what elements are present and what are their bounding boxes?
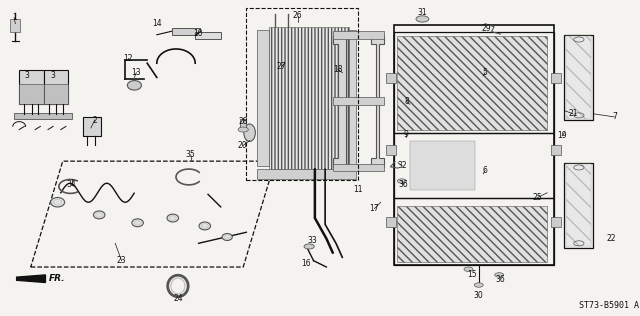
Polygon shape — [371, 35, 384, 167]
Circle shape — [416, 16, 429, 22]
Circle shape — [474, 283, 483, 287]
Text: 3: 3 — [24, 71, 29, 80]
Bar — [386, 73, 396, 83]
Bar — [257, 169, 356, 179]
Bar — [397, 206, 547, 262]
Text: 35: 35 — [186, 150, 196, 159]
Bar — [333, 164, 384, 171]
Bar — [195, 32, 221, 39]
Bar — [44, 70, 68, 104]
Bar — [551, 73, 561, 83]
Circle shape — [495, 273, 504, 277]
Text: 18: 18 — [333, 65, 342, 74]
Ellipse shape — [199, 222, 211, 230]
Text: 11: 11 — [354, 185, 363, 194]
Ellipse shape — [167, 214, 179, 222]
Bar — [566, 36, 591, 118]
Bar — [19, 70, 44, 104]
Bar — [19, 84, 44, 104]
Circle shape — [304, 244, 314, 249]
Ellipse shape — [127, 81, 141, 90]
Bar — [386, 217, 396, 227]
Text: 26: 26 — [292, 11, 303, 20]
Circle shape — [238, 127, 248, 132]
Ellipse shape — [132, 219, 143, 227]
Ellipse shape — [222, 234, 232, 240]
Text: 33: 33 — [307, 236, 317, 245]
Text: 12: 12 — [124, 54, 132, 63]
Text: 25: 25 — [532, 193, 543, 202]
Text: 32: 32 — [397, 161, 407, 170]
Text: 23: 23 — [116, 256, 127, 265]
Text: 36: 36 — [495, 275, 506, 284]
Circle shape — [397, 179, 406, 183]
Polygon shape — [333, 35, 346, 167]
Bar — [551, 145, 561, 155]
Text: 31: 31 — [417, 8, 428, 17]
Bar — [333, 97, 384, 105]
Polygon shape — [17, 275, 45, 283]
Bar — [394, 133, 554, 198]
Bar — [564, 163, 593, 248]
Bar — [397, 36, 547, 130]
Bar — [269, 27, 349, 169]
Text: 22: 22 — [607, 234, 616, 243]
Text: 7: 7 — [612, 112, 617, 121]
Text: ST73-B5901 A: ST73-B5901 A — [579, 301, 639, 310]
Text: 24: 24 — [173, 294, 183, 303]
Text: 15: 15 — [467, 270, 477, 279]
Text: 21: 21 — [568, 109, 577, 118]
Circle shape — [464, 267, 473, 271]
Bar — [83, 117, 101, 136]
Text: 10: 10 — [193, 29, 204, 38]
Text: 19: 19 — [557, 131, 567, 140]
Text: 1: 1 — [12, 13, 17, 22]
Text: 34: 34 — [67, 180, 77, 189]
Text: 29: 29 — [481, 24, 492, 33]
Text: FR.: FR. — [49, 274, 65, 283]
Text: 16: 16 — [301, 259, 311, 268]
Bar — [349, 30, 356, 166]
Bar — [257, 30, 269, 166]
Text: 13: 13 — [131, 68, 141, 77]
Bar — [333, 31, 384, 39]
Text: 27: 27 — [276, 62, 287, 71]
Ellipse shape — [244, 124, 255, 142]
Text: 20: 20 — [237, 141, 247, 150]
Bar — [394, 198, 554, 265]
Text: 30: 30 — [474, 291, 484, 300]
Bar — [172, 28, 200, 35]
Text: 5: 5 — [483, 68, 488, 77]
Bar — [394, 25, 554, 265]
Text: 14: 14 — [152, 19, 162, 28]
Bar — [10, 19, 20, 32]
Text: 36: 36 — [398, 180, 408, 189]
Text: 9: 9 — [404, 130, 409, 139]
Text: 2: 2 — [92, 116, 97, 125]
Bar — [564, 35, 593, 120]
Bar — [566, 164, 591, 246]
Text: 8: 8 — [404, 97, 409, 106]
Text: 3: 3 — [50, 71, 55, 80]
Bar — [14, 113, 72, 118]
Ellipse shape — [93, 211, 105, 219]
Bar — [394, 33, 554, 133]
Ellipse shape — [51, 198, 65, 207]
Text: 28: 28 — [239, 117, 248, 126]
Text: 6: 6 — [483, 166, 488, 175]
Bar — [246, 8, 358, 180]
Bar — [240, 118, 246, 130]
Bar — [44, 84, 68, 104]
Bar — [386, 145, 396, 155]
Bar — [551, 217, 561, 227]
Text: 17: 17 — [369, 204, 380, 213]
Bar — [410, 141, 476, 190]
